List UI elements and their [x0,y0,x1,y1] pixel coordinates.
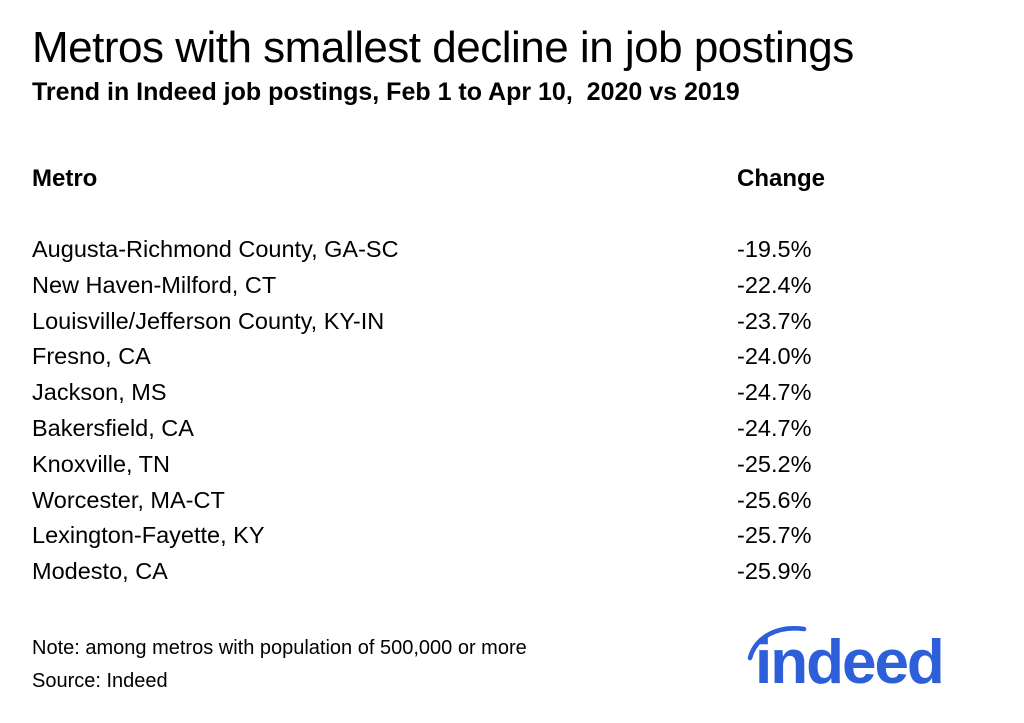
indeed-logo-svg: indeed [747,626,945,697]
column-header-change: Change [737,165,826,192]
metro-cell: Fresno, CA [32,343,151,370]
table-row: Knoxville, TN -25.2% [0,447,1024,483]
change-cell: -25.9% [737,558,812,585]
source-text: Source: Indeed [32,670,168,692]
table-row: Bakersfield, CA -24.7% [0,411,1024,447]
change-cell: -19.5% [737,236,812,262]
metro-cell: Augusta-Richmond County, GA-SC [32,236,399,262]
table-row: Worcester, MA-CT -25.6% [0,483,1024,519]
column-header-metro: Metro [32,165,98,192]
table-row: Louisville/Jefferson County, KY-IN -23.7… [0,304,1024,340]
metro-cell: Bakersfield, CA [32,414,194,441]
change-cell: -25.6% [737,486,812,513]
page-subtitle: Trend in Indeed job postings, Feb 1 to A… [32,78,740,106]
change-cell: -24.7% [737,379,812,406]
metro-cell: Louisville/Jefferson County, KY-IN [32,307,385,334]
logo-swoosh-arc [747,626,807,661]
change-cell: -24.7% [737,414,812,441]
metro-cell: Lexington-Fayette, KY [32,522,265,549]
change-cell: -25.2% [737,450,812,477]
metro-cell: New Haven-Milford, CT [32,271,277,298]
note-text: Note: among metros with population of 50… [32,637,527,659]
table-body: Augusta-Richmond County, GA-SC -19.5% Ne… [0,232,1024,590]
change-cell: -23.7% [737,307,812,334]
change-cell: -22.4% [737,271,812,298]
metro-cell: Worcester, MA-CT [32,486,225,513]
table-row: Jackson, MS -24.7% [0,375,1024,411]
table-header-row: Metro Change [0,164,1024,194]
table-row: New Haven-Milford, CT -22.4% [0,268,1024,304]
table-row: Lexington-Fayette, KY -25.7% [0,518,1024,554]
page-title: Metros with smallest decline in job post… [32,23,854,72]
table-row: Modesto, CA -25.9% [0,554,1024,590]
change-cell: -24.0% [737,343,812,370]
table-row: Fresno, CA -24.0% [0,339,1024,375]
table-row: Augusta-Richmond County, GA-SC -19.5% [0,232,1024,268]
indeed-logo: indeed [745,612,960,712]
metro-cell: Jackson, MS [32,379,167,406]
logo-wordmark: indeed [755,628,943,697]
change-cell: -25.7% [737,522,812,549]
metro-cell: Modesto, CA [32,558,168,585]
metro-cell: Knoxville, TN [32,450,171,477]
